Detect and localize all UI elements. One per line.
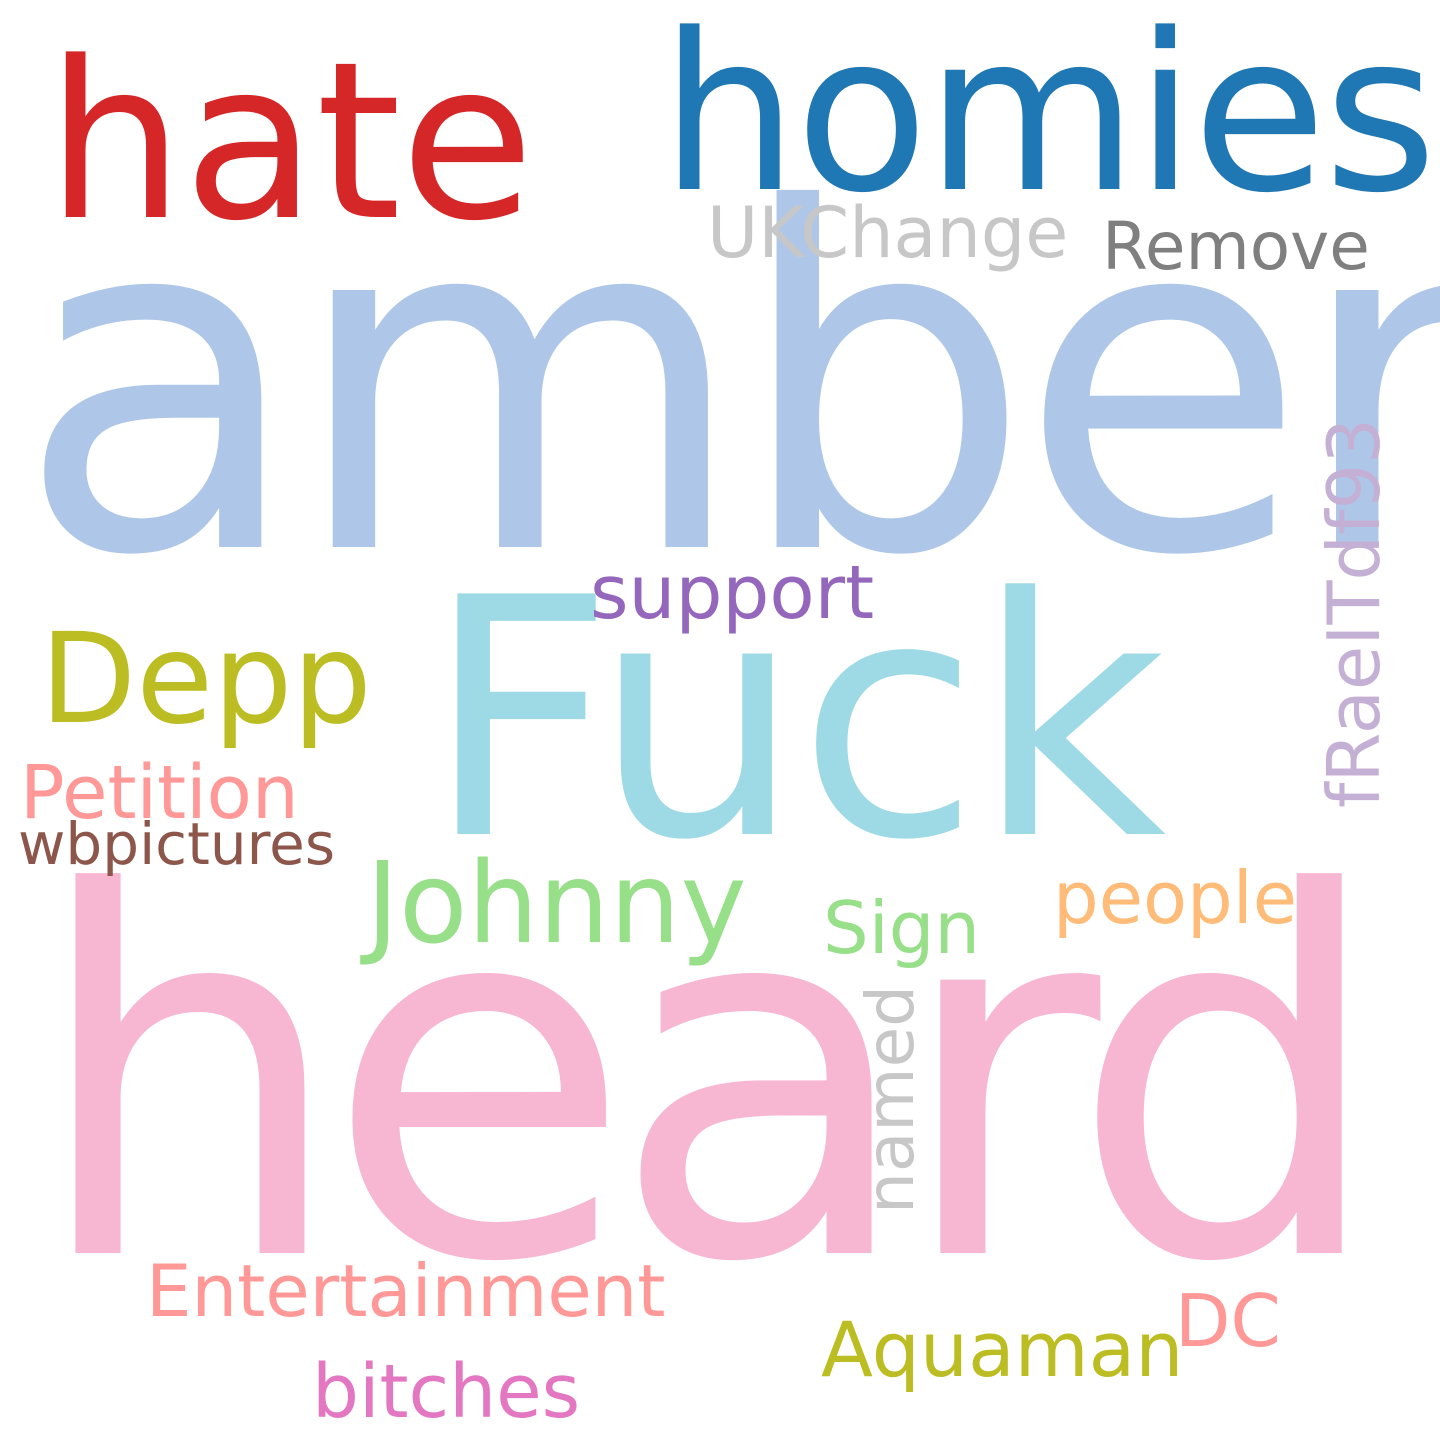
word-people: people xyxy=(1053,856,1298,940)
word-depp: Depp xyxy=(40,607,372,752)
word-heard: heard xyxy=(30,789,1387,1371)
word-remove: Remove xyxy=(1102,208,1370,285)
word-aquaman: Aquaman xyxy=(821,1305,1184,1394)
word-named: named xyxy=(852,984,929,1214)
word-homies: homies xyxy=(660,0,1437,241)
word-bitches: bitches xyxy=(312,1349,581,1435)
word-fuck: Fuck xyxy=(425,528,1166,912)
word-dc: DC xyxy=(1175,1279,1281,1363)
word-amber: amber xyxy=(16,111,1440,658)
word-hate: hate xyxy=(46,16,534,269)
word-fraeitdf93: fRaeITdf93 xyxy=(1312,417,1396,808)
word-wbpictures: wbpictures xyxy=(18,810,336,878)
word-ukchange: UKChange xyxy=(707,192,1069,274)
word-petition: Petition xyxy=(20,750,299,836)
word-entertainment: Entertainment xyxy=(146,1249,666,1333)
word-johnny: Johnny xyxy=(366,839,747,969)
word-sign: Sign xyxy=(823,886,981,970)
word-support: support xyxy=(590,550,875,636)
